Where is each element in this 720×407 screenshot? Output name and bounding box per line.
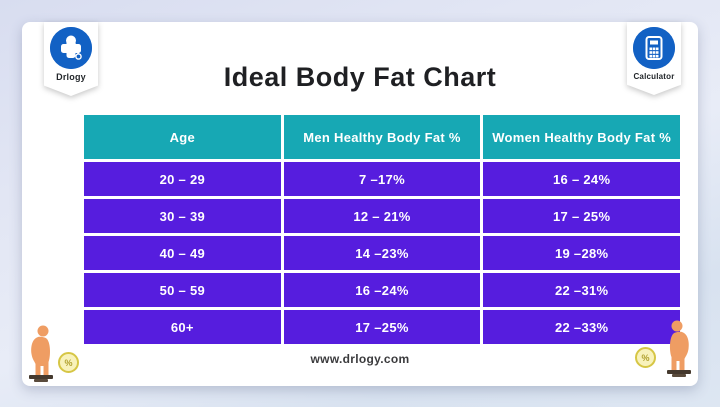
table-cell: 22 –33% (483, 310, 680, 344)
table-cell: 16 –24% (283, 273, 481, 307)
body-figure-left (22, 324, 60, 384)
table-cell: 16 – 24% (483, 162, 680, 196)
chart-card: Ideal Body Fat Chart Age Men Healthy Body… (22, 22, 698, 386)
calculator-icon (633, 27, 675, 69)
website-url: www.drlogy.com (310, 352, 410, 366)
table-cell: 14 –23% (283, 236, 481, 270)
drlogy-badge: Drlogy (44, 22, 98, 96)
table-cell: 17 –25% (283, 310, 481, 344)
page-title: Ideal Body Fat Chart (223, 62, 497, 92)
percent-marker-left: % (58, 352, 79, 373)
drlogy-logo-icon (50, 27, 92, 69)
percent-marker-right: % (635, 347, 656, 368)
table-header-cell: Women Healthy Body Fat % (483, 115, 680, 159)
calculator-badge-label: Calculator (633, 72, 675, 81)
drlogy-badge-label: Drlogy (56, 72, 86, 82)
table-cell: 22 –31% (483, 273, 680, 307)
table-header-cell: Men Healthy Body Fat % (283, 115, 481, 159)
body-fat-table: Age Men Healthy Body Fat % Women Healthy B… (84, 115, 680, 344)
table-cell: 17 – 25% (483, 199, 680, 233)
ribbon-shape: Calculator (627, 22, 681, 95)
ribbon-shape: Drlogy (44, 22, 98, 96)
table-cell: 60+ (84, 310, 281, 344)
table-cell: 50 – 59 (84, 273, 281, 307)
calculator-badge: Calculator (627, 22, 681, 95)
table-cell: 40 – 49 (84, 236, 281, 270)
body-figure-right (660, 319, 698, 379)
table-cell: 12 – 21% (283, 199, 481, 233)
table-cell: 7 –17% (283, 162, 481, 196)
table-cell: 30 – 39 (84, 199, 281, 233)
table-cell: 20 – 29 (84, 162, 281, 196)
table-cell: 19 –28% (483, 236, 680, 270)
table-header-cell: Age (84, 115, 281, 159)
